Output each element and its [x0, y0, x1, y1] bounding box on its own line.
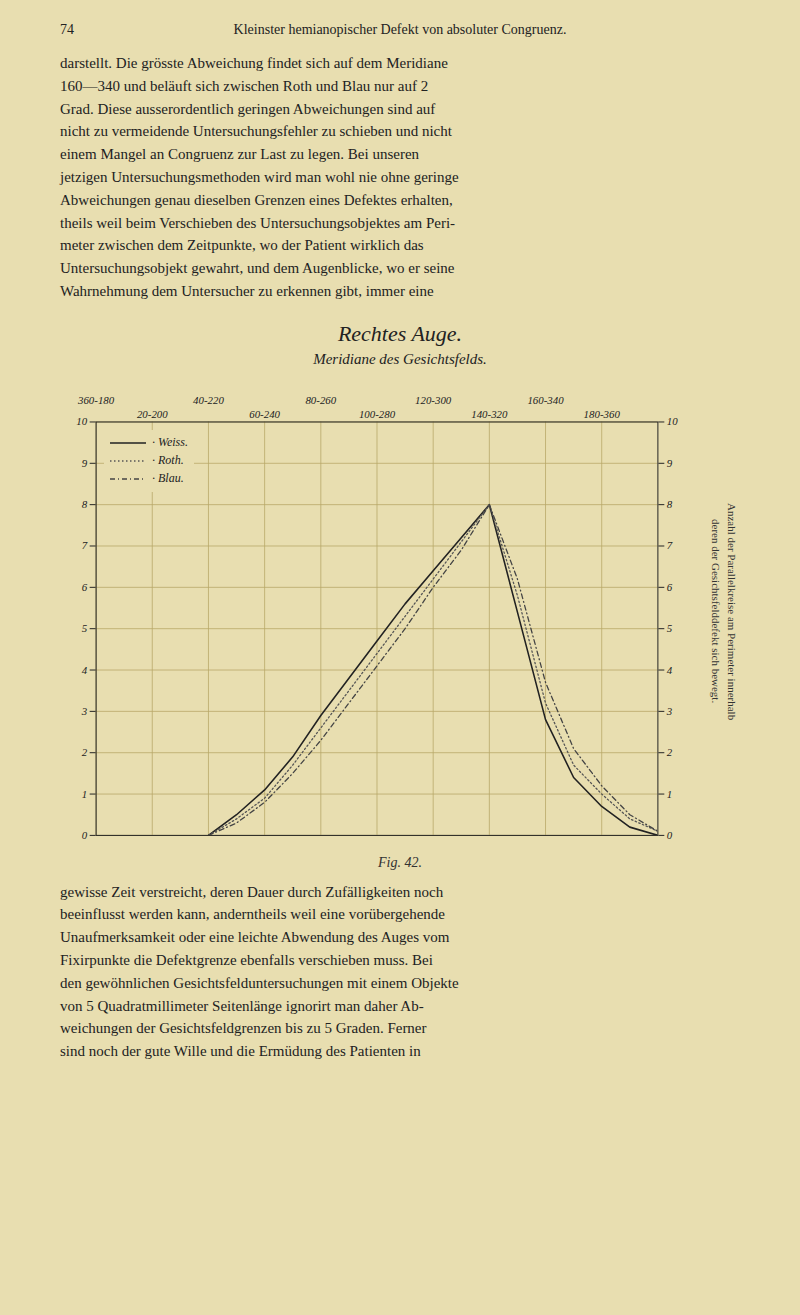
svg-text:40-220: 40-220	[193, 394, 224, 406]
svg-text:0: 0	[82, 829, 88, 841]
html-text:Kleinster hemianopischer Defek: Kleinster hemianopischer Defekt von abso…	[233, 22, 567, 37]
svg-text:10: 10	[667, 415, 678, 427]
svg-text:140-320: 140-320	[471, 408, 508, 420]
svg-text:9: 9	[667, 457, 673, 469]
svg-text:1: 1	[667, 787, 672, 799]
svg-text:3: 3	[666, 705, 673, 717]
svg-text:180-360: 180-360	[584, 408, 621, 420]
svg-text:360-180: 360-180	[77, 394, 115, 406]
svg-text:4: 4	[667, 663, 673, 675]
svg-text:6: 6	[667, 581, 673, 593]
svg-text:9: 9	[82, 457, 88, 469]
html-text:· Blau.: · Blau.	[152, 471, 184, 486]
svg-text:100-280: 100-280	[359, 408, 396, 420]
svg-text:8: 8	[667, 498, 673, 510]
html-text:darstellt. Die grösste Abweich: darstellt. Die grösste Abweichung findet…	[60, 55, 459, 299]
svg-text:3: 3	[81, 705, 88, 717]
svg-text:7: 7	[82, 539, 88, 551]
svg-text:1: 1	[82, 787, 87, 799]
svg-text:4: 4	[82, 663, 88, 675]
svg-text:6: 6	[82, 581, 88, 593]
html-text:· Weiss.: · Weiss.	[152, 435, 188, 450]
svg-text:2: 2	[667, 746, 673, 758]
html-text:74: 74	[60, 22, 74, 37]
svg-text:10: 10	[76, 415, 87, 427]
svg-text:120-300: 120-300	[415, 394, 452, 406]
html-text:Fig. 42.: Fig. 42.	[378, 854, 422, 870]
svg-text:5: 5	[667, 622, 673, 634]
svg-text:8: 8	[82, 498, 88, 510]
svg-text:7: 7	[667, 539, 673, 551]
html-text:Meridiane des Gesichtsfelds.: Meridiane des Gesichtsfelds.	[313, 350, 487, 367]
svg-text:160-340: 160-340	[527, 394, 564, 406]
html-text:gewisse Zeit verstreicht, dere: gewisse Zeit verstreicht, deren Dauer du…	[60, 883, 459, 1060]
svg-text:5: 5	[82, 622, 88, 634]
svg-text:60-240: 60-240	[249, 408, 280, 420]
svg-text:20-200: 20-200	[137, 408, 168, 420]
svg-text:2: 2	[82, 746, 88, 758]
html-text:· Roth.: · Roth.	[152, 453, 184, 468]
svg-text:0: 0	[667, 829, 673, 841]
html-text:Rechtes Auge.: Rechtes Auge.	[337, 320, 463, 346]
svg-text:80-260: 80-260	[305, 394, 336, 406]
html-text:Anzahl der Parallelkreise am P: Anzahl der Parallelkreise am Perimeter i…	[709, 502, 738, 720]
